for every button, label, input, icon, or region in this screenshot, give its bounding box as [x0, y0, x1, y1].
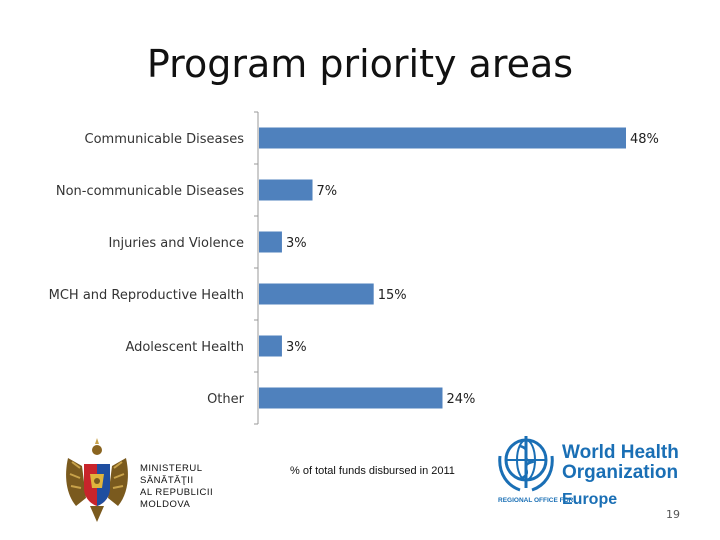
- category-label: Communicable Diseases: [85, 132, 245, 147]
- who-emblem-icon: [498, 436, 554, 492]
- ministry-line: MOLDOVA: [140, 499, 191, 510]
- data-label: 3%: [286, 340, 307, 355]
- chart-axis: [254, 111, 259, 425]
- category-label: Other: [207, 392, 245, 407]
- bar: [259, 179, 313, 201]
- category-label: Injuries and Violence: [108, 236, 244, 251]
- ministry-line: MINISTERUL: [140, 463, 203, 474]
- bar: [259, 127, 626, 149]
- ministry-line: SĂNĂTĂŢII: [140, 475, 194, 486]
- category-label: Non-communicable Diseases: [56, 184, 244, 199]
- data-label: 7%: [317, 184, 338, 199]
- ministry-line: AL REPUBLICII: [140, 487, 214, 498]
- who-region: Europe: [562, 491, 617, 508]
- bar: [259, 231, 282, 253]
- category-label: MCH and Reproductive Health: [49, 288, 244, 303]
- bar: [259, 387, 443, 409]
- data-label: 3%: [286, 236, 307, 251]
- chart-bars: Communicable Diseases 48% Non-communicable…: [49, 127, 659, 409]
- slide-title: Program priority areas: [146, 42, 574, 86]
- data-label: 24%: [447, 392, 476, 407]
- category-label: Adolescent Health: [125, 340, 244, 355]
- who-name-line2: Organization: [562, 462, 678, 483]
- who-regional-office: REGIONAL OFFICE FOR: [498, 497, 574, 504]
- data-label: 15%: [378, 288, 407, 303]
- data-label: 48%: [630, 132, 659, 147]
- page-number: 19: [666, 508, 680, 521]
- who-logo: World Health Organization REGIONAL OFFIC…: [498, 436, 679, 508]
- bar: [259, 335, 282, 357]
- who-name-line1: World Health: [562, 442, 679, 463]
- bar: [259, 283, 374, 305]
- moldova-coat-of-arms-icon: [66, 438, 128, 522]
- ministry-name: MINISTERUL SĂNĂTĂŢII AL REPUBLICII MOLDO…: [140, 463, 213, 511]
- x-axis-caption: % of total funds disbursed in 2011: [290, 465, 455, 477]
